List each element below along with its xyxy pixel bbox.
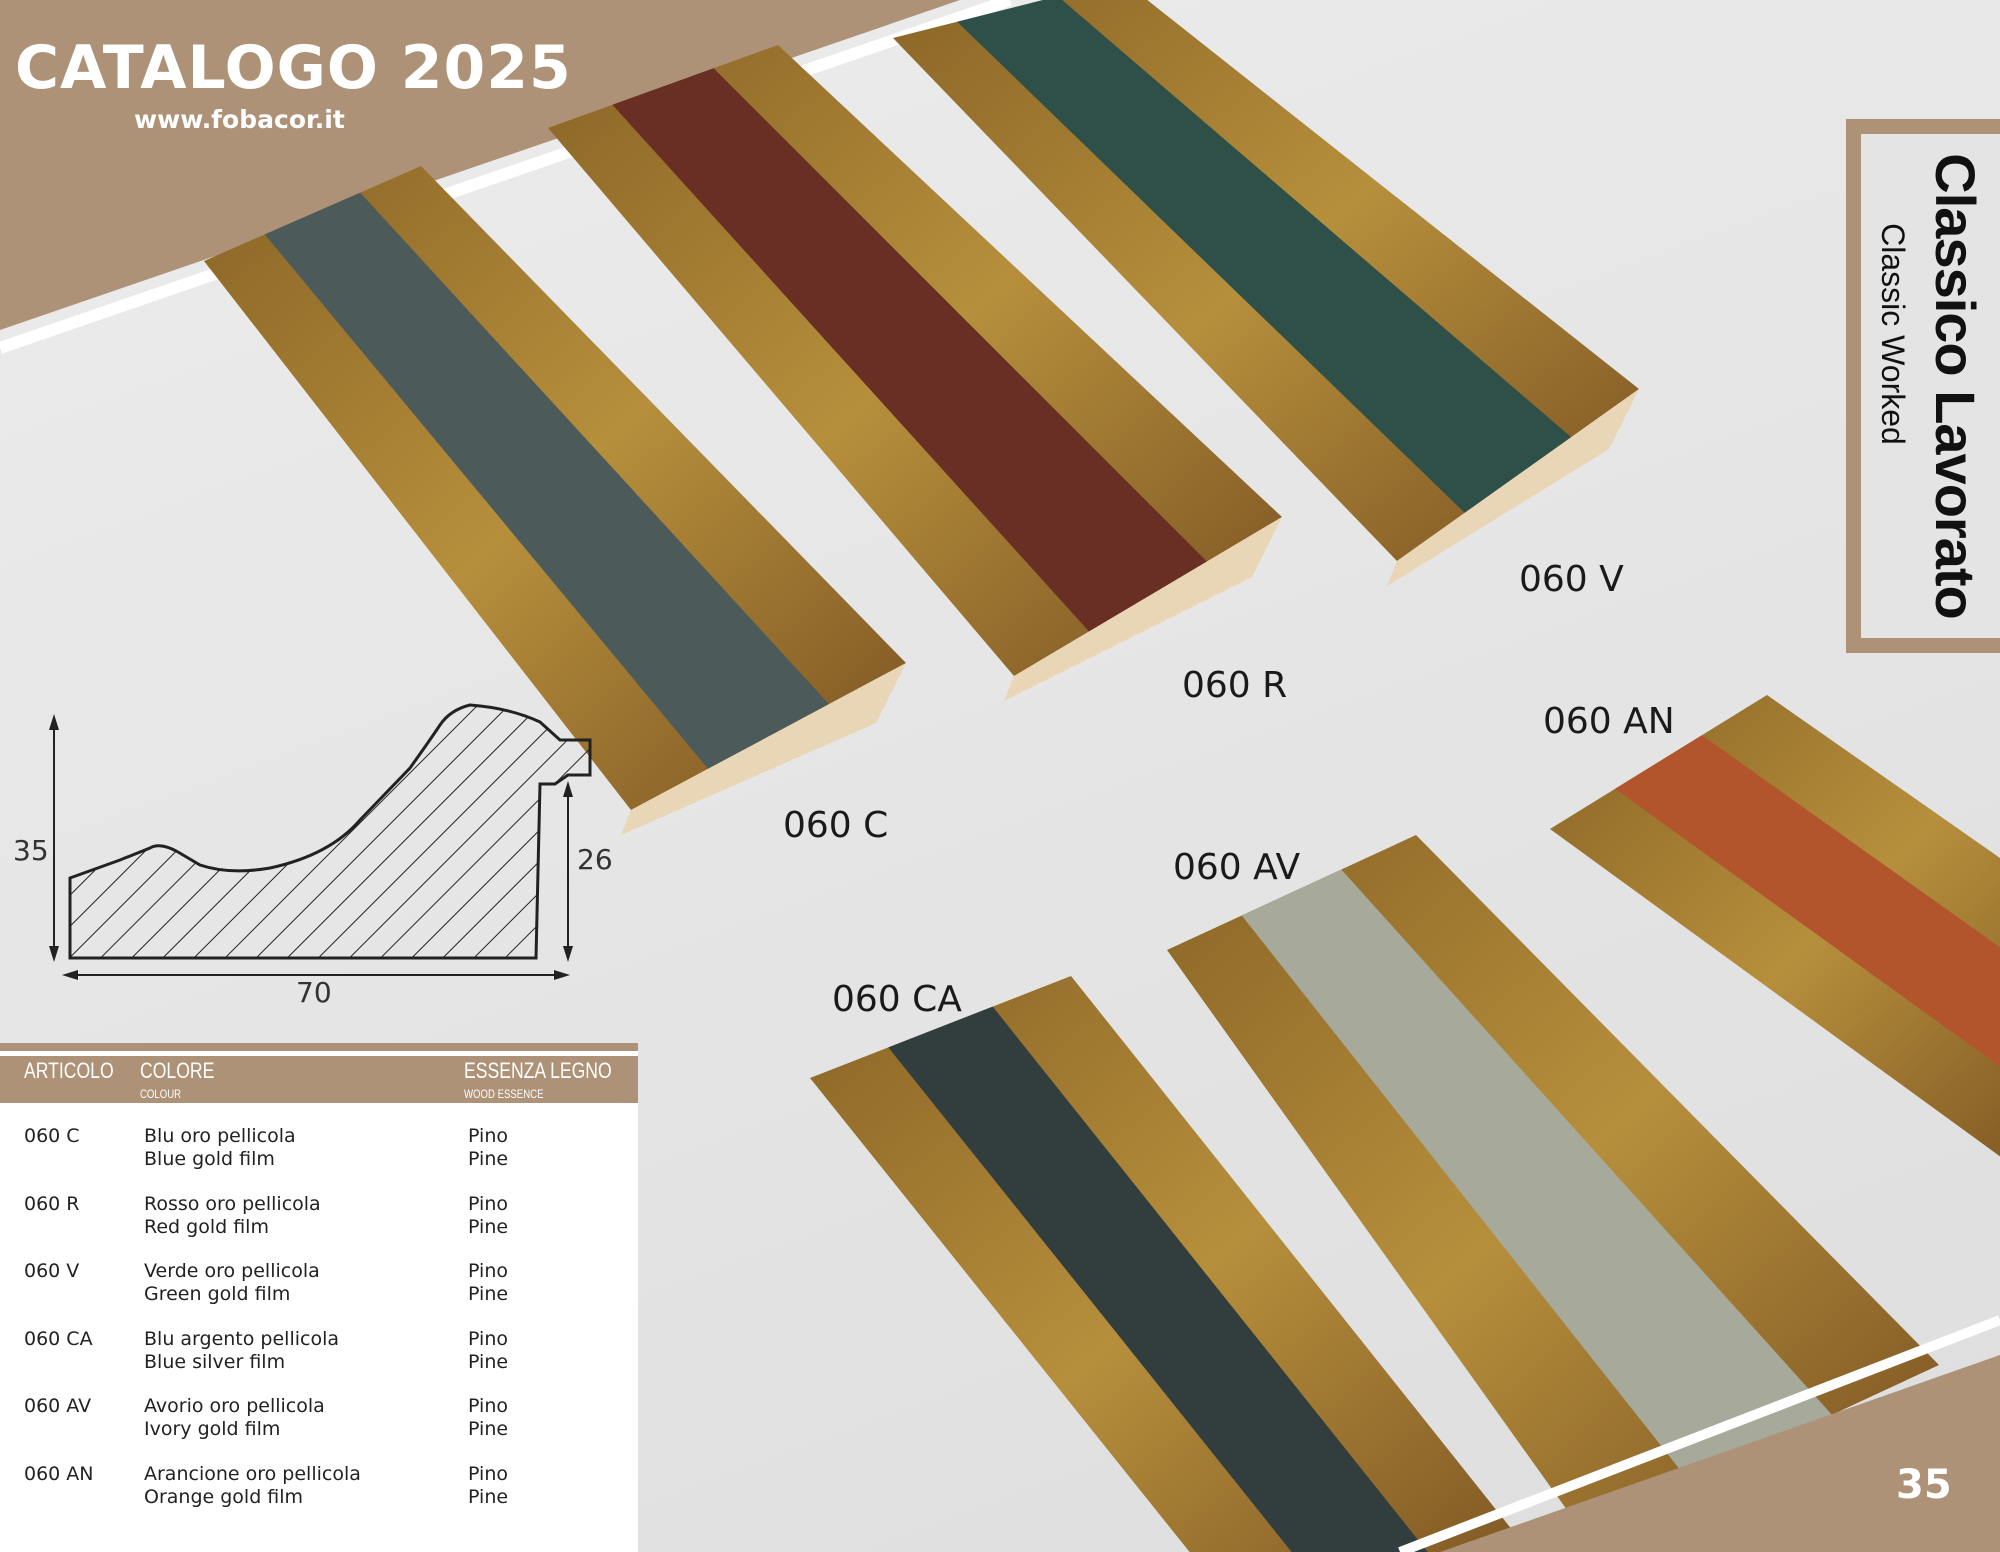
row-color-it: Blu argento pellicola: [144, 1327, 340, 1350]
row-code: 060 V: [24, 1260, 80, 1283]
molding-060-av: [1167, 835, 1939, 1531]
header-essenza: ESSENZA LEGNO: [464, 1058, 612, 1083]
row-color: Avorio oro pellicola Ivory gold film: [144, 1395, 325, 1441]
row-wood: Pino Pine: [468, 1260, 508, 1306]
row-color: Arancione oro pellicola Orange gold film: [144, 1463, 361, 1509]
row-code: 060 R: [24, 1192, 80, 1215]
row-wood-it: Pino: [468, 1463, 508, 1485]
row-code: 060 AN: [24, 1463, 94, 1485]
row-wood: Pino Pine: [468, 1125, 508, 1171]
row-wood: Pino Pine: [468, 1395, 508, 1441]
row-color-en: Red gold film: [144, 1215, 269, 1238]
page-number: 35: [1896, 1462, 1952, 1508]
profile-diagram: [49, 703, 592, 980]
website-link[interactable]: www.fobacor.it: [134, 105, 345, 134]
header-wood-essence: WOOD ESSENCE: [464, 1087, 544, 1101]
section-subtitle: Classic Worked: [1875, 223, 1911, 445]
row-color-en: Blue gold film: [144, 1148, 275, 1170]
row-wood-it: Pino: [468, 1125, 508, 1147]
molding-wood-end: [1004, 517, 1282, 701]
row-wood: Pino Pine: [468, 1463, 508, 1509]
row-wood: Pino Pine: [468, 1328, 508, 1374]
molding-060-r: [548, 45, 1282, 701]
row-wood: Pino Pine: [468, 1193, 508, 1239]
molding-060-c: [204, 166, 906, 835]
row-color-it: Avorio oro pellicola: [144, 1395, 325, 1418]
row-color-en: Ivory gold film: [144, 1418, 281, 1441]
row-wood-it: Pino: [468, 1192, 508, 1215]
product-label: 060 AV: [1173, 847, 1301, 888]
product-label: 060 R: [1182, 665, 1288, 706]
molding-photos: [204, 0, 2000, 1552]
row-wood-en: Pine: [468, 1350, 509, 1373]
row-wood-en: Pine: [468, 1215, 509, 1238]
molding-color-stripe: [957, 0, 1572, 513]
product-label: 060 C: [783, 805, 889, 846]
footer-banner: [1440, 1355, 2000, 1552]
table-header: ARTICOLO COLORE COLOUR ESSENZA LEGNO WOO…: [0, 1056, 638, 1103]
row-wood-it: Pino: [468, 1395, 508, 1418]
row-color-it: Blu oro pellicola: [144, 1125, 296, 1147]
dimension-height-rebate: 26: [577, 843, 613, 876]
row-wood-en: Pine: [468, 1486, 509, 1508]
row-code: 060 AV: [24, 1395, 92, 1418]
molding-wood-end: [1387, 389, 1639, 586]
row-color-it: Rosso oro pellicola: [144, 1192, 321, 1215]
molding-color-stripe: [1615, 735, 2000, 1067]
dimension-height-total: 35: [13, 834, 49, 867]
section-label-box: Classico Lavorato Classic Worked: [1846, 119, 2000, 653]
row-color: Rosso oro pellicola Red gold film: [144, 1193, 321, 1239]
row-color-it: Arancione oro pellicola: [144, 1463, 361, 1485]
molding-060-an: [1550, 695, 2000, 1157]
row-color-en: Green gold film: [144, 1283, 291, 1306]
row-code: 060 C: [24, 1125, 80, 1147]
catalog-title: CATALOGO 2025: [15, 33, 572, 103]
product-table: ARTICOLO COLORE COLOUR ESSENZA LEGNO WOO…: [0, 1043, 638, 1552]
row-code: 060 CA: [24, 1327, 93, 1350]
molding-wood-end: [621, 663, 906, 835]
molding-color-stripe: [264, 192, 829, 769]
footer-stripe: [1398, 1315, 2000, 1552]
row-color: Verde oro pellicola Green gold film: [144, 1260, 320, 1306]
row-wood-it: Pino: [468, 1260, 508, 1283]
molding-060-v: [893, 0, 1639, 586]
header-articolo: ARTICOLO: [24, 1058, 114, 1083]
profile-section: [68, 703, 592, 960]
row-color: Blu oro pellicola Blue gold film: [144, 1125, 296, 1171]
row-color: Blu argento pellicola Blue silver film: [144, 1328, 339, 1374]
row-wood-it: Pino: [468, 1327, 508, 1350]
row-color-en: Blue silver film: [144, 1350, 286, 1373]
product-label: 060 CA: [832, 979, 962, 1020]
row-color-en: Orange gold film: [144, 1486, 304, 1508]
molding-color-stripe: [1241, 869, 1832, 1482]
row-wood-en: Pine: [468, 1418, 509, 1441]
product-label: 060 V: [1519, 559, 1624, 600]
section-title: Classico Lavorato: [1924, 153, 1987, 619]
product-label: 060 AN: [1543, 701, 1675, 742]
row-wood-en: Pine: [468, 1148, 509, 1170]
header-stripe: [0, 0, 1012, 354]
row-color-it: Verde oro pellicola: [144, 1260, 320, 1283]
header-colour: COLOUR: [140, 1087, 182, 1101]
header-colore: COLORE: [140, 1058, 215, 1083]
molding-color-stripe: [888, 1006, 1428, 1552]
molding-060-ca: [810, 976, 1530, 1552]
molding-color-stripe: [612, 68, 1207, 632]
dimension-width: 70: [296, 976, 332, 1009]
row-wood-en: Pine: [468, 1283, 509, 1306]
